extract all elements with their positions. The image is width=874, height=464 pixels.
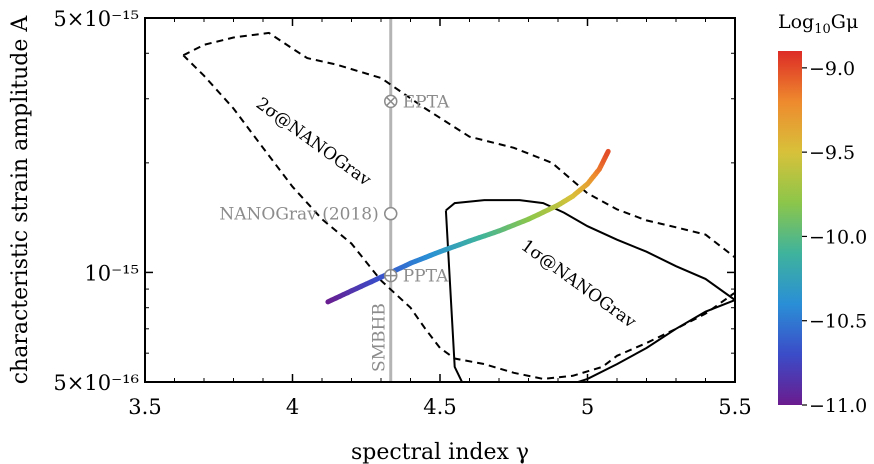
string-curve-segment xyxy=(604,148,611,157)
label-2sigma: 2σ@NANOGrav xyxy=(252,94,375,191)
colorbar-title-sub: 10 xyxy=(814,22,831,37)
axes-layer: 3.5 4 4.5 5 5.5 5×10⁻¹⁶ 10⁻¹⁵ 5×10⁻¹⁵ spectral i… xyxy=(8,7,752,464)
pta-point: NANOGrav (2018) xyxy=(219,205,398,225)
point-label-epta: EPTA xyxy=(403,92,450,112)
pta-point: EPTA xyxy=(383,92,450,112)
contour-1sigma xyxy=(444,199,735,382)
x-tick-label: 5.5 xyxy=(718,395,751,419)
x-tick-label: 3.5 xyxy=(128,395,161,419)
colorbar-tick-label: −9.0 xyxy=(809,58,855,80)
x-tick-label: 4.5 xyxy=(423,395,456,419)
colorbar-title-base: Log xyxy=(778,11,814,33)
colorbar-title: Log10Gμ xyxy=(778,11,858,37)
x-tick-label: 4 xyxy=(286,395,299,419)
colorbar-title-tail: Gμ xyxy=(831,11,859,33)
x-tick-label: 5 xyxy=(581,395,594,419)
x-axis-label: spectral index γ xyxy=(351,440,529,464)
point-label-ppta: PPTA xyxy=(403,267,449,287)
colorbar-tick-label: −10.0 xyxy=(809,226,867,248)
marker-cross-b xyxy=(386,96,396,106)
y-tick-label: 5×10⁻¹⁵ xyxy=(53,7,139,31)
plot-layer: 2σ@NANOGrav 1σ@NANOGrav SMBHB EPTA NANOGrav … xyxy=(182,18,735,382)
colorbar: −9.0 −9.5 −10.0 −10.5 −11.0 Log10Gμ xyxy=(778,11,867,417)
colorbar-tick-label: −10.5 xyxy=(809,311,867,333)
colorbar-bar xyxy=(778,51,802,405)
colorbar-tick-label: −11.0 xyxy=(809,395,867,417)
y-axis-label: characteristic strain amplitude A xyxy=(8,15,33,385)
smbhb-label: SMBHB xyxy=(370,303,390,372)
point-label-nanograv: NANOGrav (2018) xyxy=(219,205,378,225)
plot-frame xyxy=(144,17,736,383)
pta-point: PPTA xyxy=(383,267,449,287)
y-tick-label: 5×10⁻¹⁶ xyxy=(53,371,139,395)
marker-circle xyxy=(383,206,398,221)
label-1sigma: 1σ@NANOGrav xyxy=(517,236,640,333)
y-tick-label: 10⁻¹⁵ xyxy=(84,261,139,285)
colorbar-tick-label: −9.5 xyxy=(809,142,855,164)
